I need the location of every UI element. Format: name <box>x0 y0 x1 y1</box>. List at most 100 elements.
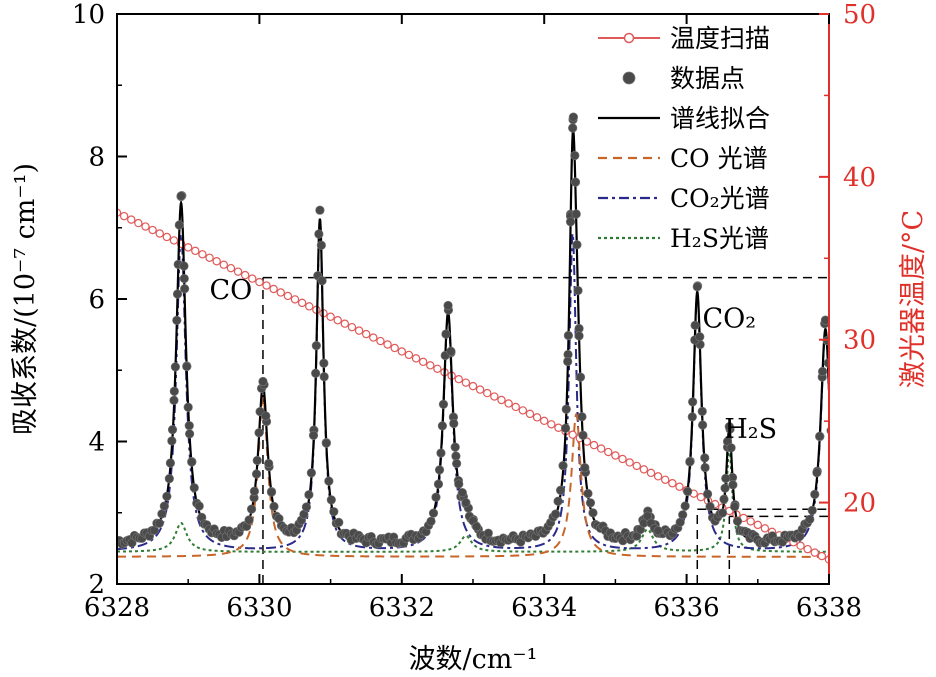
data-point <box>301 502 311 512</box>
legend-label: CO 光谱 <box>670 144 768 173</box>
temperature-marker <box>632 461 641 471</box>
temperature-marker <box>675 482 684 491</box>
data-point <box>304 490 314 500</box>
data-point <box>471 522 482 532</box>
data-point <box>176 191 186 201</box>
x-tick-label: 6334 <box>511 593 577 623</box>
temperature-marker <box>155 229 164 238</box>
data-point <box>817 366 828 377</box>
temperature-marker <box>404 350 414 360</box>
data-point <box>167 425 178 435</box>
data-point <box>194 501 204 511</box>
y-left-tick-label: 2 <box>88 570 105 600</box>
temperature-marker <box>810 548 819 557</box>
temperature-marker <box>134 218 143 228</box>
data-point <box>580 463 590 473</box>
temperature-marker <box>433 364 442 373</box>
data-point <box>697 406 707 416</box>
peak-annotations: CO CO₂ H₂S <box>210 275 778 445</box>
data-point <box>438 399 449 409</box>
data-point <box>720 483 730 493</box>
x-tick-label: 6328 <box>84 593 150 623</box>
data-points <box>117 112 829 549</box>
data-point <box>311 341 321 351</box>
temperature-marker <box>653 472 663 481</box>
data-point <box>452 458 462 469</box>
temperature-marker <box>162 232 172 242</box>
data-point <box>319 358 329 368</box>
data-point <box>446 346 456 356</box>
temperature-marker <box>618 454 627 464</box>
data-point <box>575 372 586 382</box>
temperature-marker <box>305 302 314 311</box>
data-point <box>157 509 167 519</box>
data-point <box>678 510 688 520</box>
temperature-marker <box>468 381 478 391</box>
data-point <box>815 431 825 441</box>
y-right-tick-label: 20 <box>843 489 876 519</box>
temperature-marker <box>191 246 200 256</box>
data-point <box>165 458 175 468</box>
data-point <box>730 502 740 512</box>
data-point <box>568 112 578 122</box>
legend-label: 谱线拟合 <box>670 104 770 133</box>
data-point <box>461 498 471 508</box>
temperature-marker <box>283 291 293 301</box>
data-point <box>685 457 695 467</box>
data-point <box>805 514 815 524</box>
data-point <box>570 150 580 161</box>
temperature-marker <box>269 284 278 294</box>
data-point <box>434 465 445 475</box>
temperature-marker <box>483 388 492 398</box>
data-point <box>187 457 197 467</box>
temperature-marker <box>290 295 300 304</box>
data-point <box>700 462 710 473</box>
data-point <box>732 516 743 526</box>
data-point <box>314 229 324 239</box>
legend-marker <box>623 32 635 44</box>
y-right-tick-label: 50 <box>843 0 876 30</box>
data-point <box>558 461 568 471</box>
data-point <box>164 474 174 484</box>
data-point <box>154 518 164 528</box>
temperature-marker <box>753 520 763 530</box>
data-point <box>311 368 321 378</box>
temperature-marker <box>525 409 535 419</box>
data-point <box>426 516 436 526</box>
x-tick-label: 6332 <box>369 593 435 623</box>
data-point <box>437 421 447 431</box>
temperature-marker <box>212 257 221 266</box>
legend-label: 数据点 <box>670 64 745 93</box>
annotation-label: H₂S <box>724 414 777 445</box>
data-point <box>185 429 195 439</box>
data-point <box>705 502 715 512</box>
data-point <box>574 331 584 341</box>
data-point <box>550 509 561 519</box>
data-point <box>577 412 587 422</box>
data-point <box>680 501 690 511</box>
data-point <box>728 480 738 490</box>
data-point <box>555 485 566 495</box>
data-point <box>563 330 574 341</box>
temperature-marker <box>661 475 670 484</box>
temperature-marker <box>297 298 307 308</box>
legend-entry-h2s: H₂S光谱 <box>598 224 769 253</box>
data-point <box>700 453 710 463</box>
data-point <box>570 177 581 187</box>
data-point <box>266 487 277 497</box>
data-point <box>428 508 439 518</box>
data-point <box>443 300 453 311</box>
data-point <box>683 486 693 497</box>
data-point <box>553 496 563 506</box>
data-point <box>568 123 578 133</box>
data-point <box>688 397 698 407</box>
temperature-marker <box>248 274 257 283</box>
data-point <box>807 505 817 515</box>
temperature-marker <box>625 458 634 467</box>
temperature-marker <box>383 340 392 349</box>
annotation-label: CO <box>210 275 253 306</box>
temperature-marker <box>596 444 606 453</box>
data-point <box>252 455 262 466</box>
data-point <box>561 404 571 414</box>
